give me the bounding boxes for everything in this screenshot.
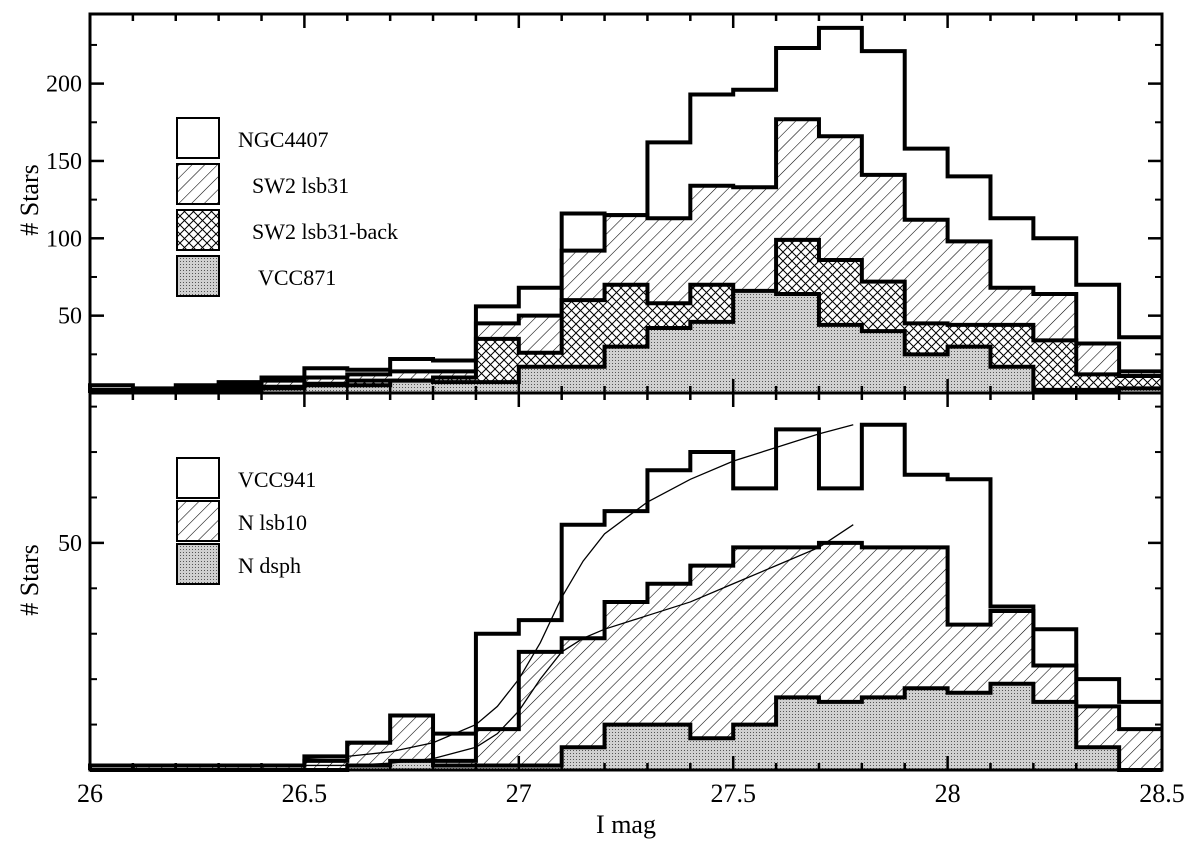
histogram-bar [561, 366, 605, 393]
histogram-bar [347, 385, 391, 393]
legend-label: SW2 lsb31 [252, 173, 349, 198]
histogram-bar [904, 354, 948, 393]
completeness-curve [304, 424, 854, 760]
histogram-bar [861, 697, 905, 770]
completeness-curve [304, 524, 854, 767]
histogram-bar [475, 765, 519, 770]
histogram-outline [88, 422, 1162, 770]
histogram-bar [518, 651, 562, 770]
histogram-bar [990, 683, 1034, 770]
histogram-outline [88, 288, 1162, 394]
legend-swatch [176, 163, 220, 205]
histogram-bar [1033, 701, 1077, 770]
legend-label: N lsb10 [238, 510, 307, 535]
histogram-bar [947, 346, 991, 393]
histogram-bar [604, 724, 648, 770]
histogram-bar [90, 765, 133, 770]
histogram-bar [304, 385, 348, 393]
histogram-bar [347, 765, 391, 770]
legend-label: SW2 lsb31-back [252, 219, 398, 244]
histogram-bar [261, 388, 305, 393]
legend-label: VCC871 [258, 265, 336, 290]
legend-swatch [176, 543, 220, 585]
histogram-outline [88, 117, 1162, 393]
histogram-bar [690, 321, 734, 393]
histogram-bar [818, 324, 862, 393]
legend-swatch [176, 255, 220, 297]
histogram-bar [1119, 388, 1162, 393]
histogram-bar [132, 765, 176, 770]
x-tick-label: 26.5 [282, 779, 328, 808]
histogram-bar [647, 328, 691, 393]
legend-swatch [176, 457, 220, 499]
histogram-bar [1076, 747, 1120, 770]
legend-label: NGC4407 [238, 127, 328, 152]
histogram-bar [604, 346, 648, 393]
y-tick-label: 150 [46, 149, 82, 175]
histogram-bar [390, 760, 434, 770]
x-tick-label: 28.5 [1139, 779, 1185, 808]
series-vcc871 [88, 288, 1162, 394]
histogram-bar [733, 290, 777, 393]
plot-frame [88, 391, 1164, 772]
histogram-bar [733, 724, 777, 770]
histogram-bar [1033, 340, 1077, 393]
histogram-bar [776, 697, 819, 770]
legend-swatch [176, 117, 220, 159]
x-axis-label: I mag [596, 810, 656, 839]
histogram-bar [947, 692, 991, 770]
histogram-bar [990, 366, 1034, 393]
x-tick-label: 26 [77, 779, 103, 808]
histogram-bar [218, 765, 262, 770]
x-tick-label: 28 [935, 779, 961, 808]
histogram-bar [475, 382, 519, 393]
bottom-panel: 50 26 26.5 27 27.5 28 28.5 # Stars I mag VCC941 N … [15, 391, 1185, 839]
y-axis-label: # Stars [15, 544, 44, 616]
y-tick-label: 50 [58, 304, 82, 330]
legend-swatch [176, 500, 220, 542]
y-axis-label: # Stars [15, 164, 44, 236]
y-tick-label: 50 [58, 531, 82, 557]
histogram-bar [690, 565, 734, 770]
histogram-bar [390, 380, 434, 393]
legend-label: N dsph [238, 553, 301, 578]
histogram-bar [433, 382, 476, 393]
histogram-outline [90, 540, 1162, 772]
y-tick-label: 100 [46, 226, 82, 252]
histogram-bar [475, 729, 519, 770]
histogram-bar [818, 701, 862, 770]
histogram-bar [1119, 729, 1162, 770]
histogram-bar [861, 331, 905, 393]
histogram-bar [261, 765, 305, 770]
histogram-bar [647, 724, 691, 770]
x-tick-label: 27 [506, 779, 532, 808]
legend-swatch [176, 209, 220, 251]
series-n-dsph [90, 681, 1162, 772]
histogram-bar [776, 293, 819, 393]
histogram-bar [904, 688, 948, 770]
x-tick-label: 27.5 [710, 779, 756, 808]
histogram-bar [561, 747, 605, 770]
histogram-bar [518, 366, 562, 393]
histogram-bar [433, 765, 476, 770]
histogram-bar [175, 765, 219, 770]
histogram-bar [690, 738, 734, 770]
top-panel: 50 100 150 200 # Stars NGC4407 SW2 lsb31 SW2 ls… [15, 12, 1164, 395]
legend-label: VCC941 [238, 467, 316, 492]
histogram-bar [518, 765, 562, 770]
y-tick-label: 200 [46, 72, 82, 98]
